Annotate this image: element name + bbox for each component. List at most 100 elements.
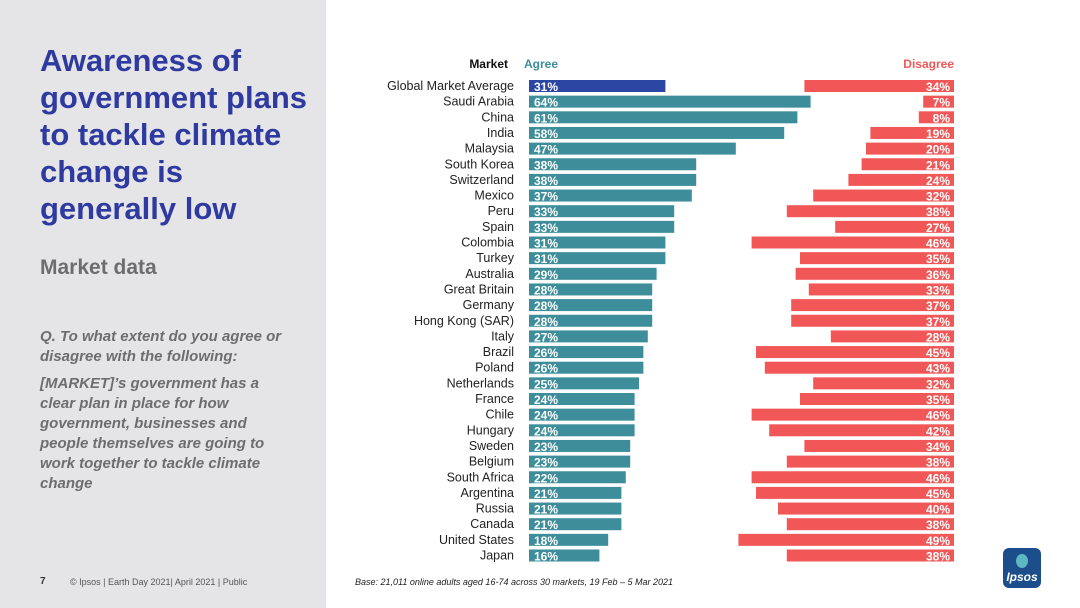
disagree-value-brazil: 45% (926, 346, 950, 360)
disagree-value-germany: 37% (926, 299, 950, 313)
disagree-bar-spain (835, 220, 954, 233)
market-label-australia: Australia (465, 267, 514, 281)
disagree-bar-japan (786, 549, 954, 562)
section-subtitle: Market data (40, 256, 157, 279)
agree-value-argentina: 21% (534, 487, 558, 501)
market-label-spain: Spain (482, 220, 514, 234)
disagree-bar-saudi-arabia (923, 95, 954, 108)
disagree-value-australia: 36% (926, 268, 950, 282)
disagree-bar-colombia (751, 236, 954, 249)
agree-bar-argentina (529, 486, 622, 499)
agree-value-colombia: 31% (534, 237, 558, 251)
agree-value-poland: 26% (534, 362, 558, 376)
ipsos-logo: Ipsos (1003, 548, 1041, 588)
market-label-germany: Germany (463, 298, 515, 312)
header-market: Market (469, 57, 508, 71)
agree-bar-poland (529, 361, 644, 374)
disagree-value-hungary: 42% (926, 424, 950, 438)
agree-value-india: 58% (534, 127, 558, 141)
disagree-value-switzerland: 24% (926, 174, 950, 188)
disagree-bar-netherlands (813, 377, 954, 390)
market-label-mexico: Mexico (474, 189, 514, 203)
agree-value-brazil: 26% (534, 346, 558, 360)
agree-value-australia: 29% (534, 268, 558, 282)
agree-value-peru: 33% (534, 205, 558, 219)
disagree-bar-poland (764, 361, 954, 374)
disagree-bar-global-market-average (804, 80, 954, 92)
disagree-value-south-korea: 21% (926, 158, 950, 172)
agree-value-china: 61% (534, 111, 558, 125)
market-label-france: France (475, 392, 514, 406)
agree-value-global-market-average: 31% (534, 80, 558, 94)
logo-mark-icon (1016, 554, 1028, 568)
agree-bar-italy (529, 330, 648, 343)
market-label-netherlands: Netherlands (447, 376, 514, 390)
disagree-bar-canada (786, 518, 954, 531)
disagree-bar-germany (791, 299, 954, 312)
disagree-value-colombia: 46% (926, 237, 950, 251)
agree-value-italy: 27% (534, 330, 558, 344)
disagree-bar-russia (778, 502, 954, 515)
agree-bar-switzerland (529, 173, 697, 186)
disagree-bar-turkey (800, 252, 954, 265)
disagree-bar-sweden (804, 439, 954, 452)
disagree-value-france: 35% (926, 393, 950, 407)
market-label-china: China (481, 110, 514, 124)
disagree-value-japan: 38% (926, 550, 950, 564)
agree-bar-canada (529, 518, 622, 531)
market-label-india: India (487, 126, 514, 140)
disagree-bar-chile (751, 408, 954, 421)
disagree-bar-argentina (756, 486, 954, 499)
market-label-saudi-arabia: Saudi Arabia (443, 95, 514, 109)
disagree-value-chile: 46% (926, 409, 950, 423)
agree-bar-spain (529, 220, 675, 233)
agree-value-russia: 21% (534, 503, 558, 517)
disagree-value-poland: 43% (926, 362, 950, 376)
market-label-south-korea: South Korea (445, 157, 515, 171)
disagree-value-hong-kong-sar: 37% (926, 315, 950, 329)
agree-bar-russia (529, 502, 622, 515)
market-label-switzerland: Switzerland (449, 173, 514, 187)
market-label-belgium: Belgium (469, 455, 514, 469)
disagree-value-mexico: 32% (926, 190, 950, 204)
disagree-bar-brazil (756, 346, 954, 359)
agree-bar-france (529, 393, 635, 405)
market-label-south-africa: South Africa (447, 470, 514, 484)
agree-disagree-chart: Market Agree Disagree Global Market Aver… (387, 57, 954, 564)
disagree-value-great-britain: 33% (926, 283, 950, 297)
header-disagree: Disagree (903, 57, 954, 71)
survey-question: Q. To what extent do you agree or disagr… (40, 328, 282, 365)
agree-bar-germany (529, 299, 653, 312)
market-label-chile: Chile (486, 408, 515, 422)
market-label-canada: Canada (470, 517, 514, 531)
disagree-value-malaysia: 20% (926, 143, 950, 157)
market-label-poland: Poland (475, 361, 514, 375)
agree-value-south-korea: 38% (534, 158, 558, 172)
disagree-value-belgium: 38% (926, 456, 950, 470)
agree-bar-hong-kong-sar (529, 314, 653, 327)
disagree-bar-united-states (738, 533, 954, 546)
agree-bar-colombia (529, 236, 666, 249)
disagree-value-south-africa: 46% (926, 471, 950, 485)
disagree-value-netherlands: 32% (926, 377, 950, 391)
disagree-bar-peru (786, 205, 954, 218)
disagree-value-united-states: 49% (926, 534, 950, 548)
agree-bar-china (529, 111, 798, 124)
market-label-japan: Japan (480, 549, 514, 563)
disagree-bar-italy (830, 330, 954, 343)
agree-bar-australia (529, 267, 657, 280)
market-label-colombia: Colombia (461, 236, 514, 250)
agree-value-spain: 33% (534, 221, 558, 235)
disagree-bar-south-korea (861, 158, 954, 171)
disagree-bar-belgium (786, 455, 954, 468)
agree-bar-turkey (529, 252, 666, 265)
market-label-hong-kong-sar: Hong Kong (SAR) (414, 314, 514, 328)
logo-text: Ipsos (1006, 570, 1038, 584)
agree-value-france: 24% (534, 393, 558, 407)
agree-bar-south-korea (529, 158, 697, 171)
agree-value-hong-kong-sar: 28% (534, 315, 558, 329)
disagree-bar-australia (795, 267, 954, 280)
disagree-value-global-market-average: 34% (926, 80, 950, 94)
disagree-value-turkey: 35% (926, 252, 950, 266)
disagree-bar-hungary (769, 424, 954, 437)
